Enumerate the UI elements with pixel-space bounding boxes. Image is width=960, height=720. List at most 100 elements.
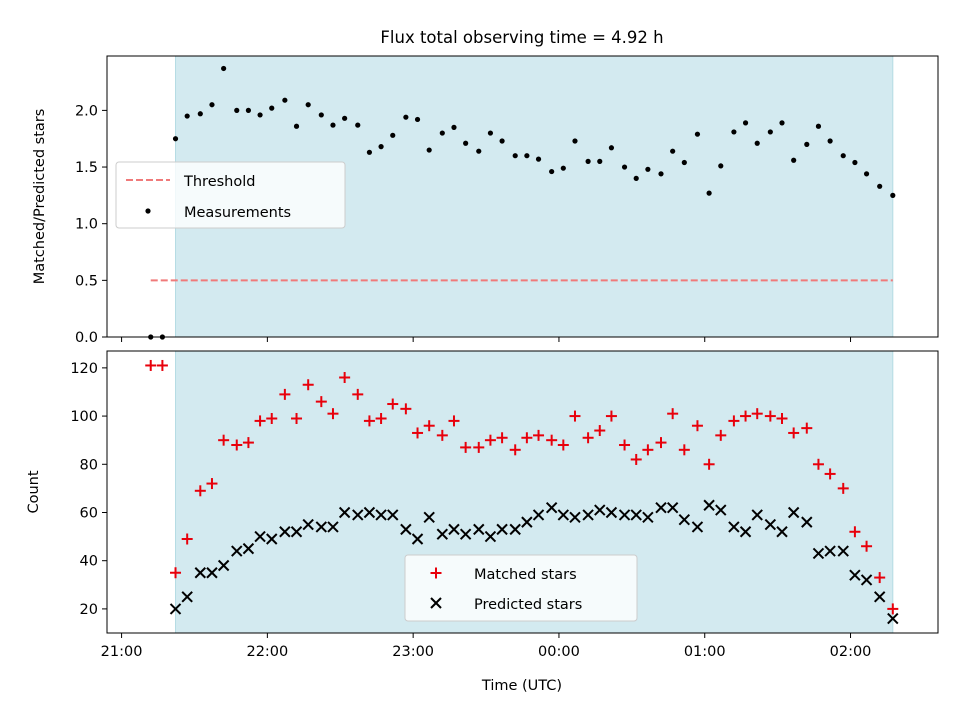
predicted-star-point bbox=[169, 603, 182, 615]
matched-star-point bbox=[557, 439, 569, 451]
matched-legend-marker bbox=[430, 567, 442, 579]
matched-star-point bbox=[703, 458, 715, 470]
measurements-legend-label: Measurements bbox=[184, 205, 291, 221]
matched-star-point bbox=[400, 403, 412, 415]
bottom-ytick-label: 80 bbox=[80, 457, 98, 473]
matched-star-point bbox=[887, 603, 899, 615]
measurement-point bbox=[767, 129, 773, 135]
predicted-star-point bbox=[363, 506, 376, 519]
measurement-point bbox=[779, 120, 785, 126]
matched-star-point bbox=[630, 453, 642, 465]
measurement-point bbox=[633, 175, 639, 181]
matched-star-point bbox=[436, 429, 448, 441]
matched-star-point bbox=[788, 427, 800, 439]
measurement-point bbox=[463, 140, 469, 146]
predicted-star-point bbox=[776, 526, 788, 538]
predicted-star-point bbox=[860, 574, 873, 586]
matched-star-point bbox=[327, 408, 339, 420]
matched-star-point bbox=[254, 415, 266, 427]
matched-star-point bbox=[242, 437, 254, 449]
predicted-legend-marker bbox=[430, 597, 442, 609]
measurement-point bbox=[863, 171, 870, 177]
measurement-point bbox=[742, 120, 749, 126]
predicted-star-point bbox=[400, 523, 412, 536]
predicted-star-point bbox=[873, 591, 886, 603]
predicted-star-point bbox=[217, 559, 230, 572]
bottom-xtick-label: 02:00 bbox=[830, 644, 872, 660]
bottom-xtick-label: 22:00 bbox=[246, 644, 288, 660]
predicted-star-point bbox=[411, 533, 424, 545]
predicted-star-point bbox=[739, 526, 752, 538]
bottom-xlabel: Time (UTC) bbox=[481, 678, 562, 694]
predicted-star-point bbox=[290, 526, 303, 538]
top-ytick-label: 2.0 bbox=[75, 103, 98, 119]
measurement-point bbox=[293, 123, 300, 129]
top-legend-box bbox=[115, 161, 346, 229]
predicted-star-point bbox=[630, 509, 642, 521]
matched-star-point bbox=[496, 432, 508, 444]
predicted-star-point bbox=[181, 591, 193, 603]
predicted-star-point bbox=[387, 509, 399, 521]
matched-star-point bbox=[861, 540, 873, 552]
predicted-star-point bbox=[605, 506, 618, 519]
measurement-point bbox=[840, 153, 846, 159]
predicted-star-point bbox=[824, 545, 836, 557]
measurement-point bbox=[172, 136, 179, 142]
matched-star-point bbox=[728, 415, 740, 427]
measurement-point bbox=[451, 124, 457, 130]
predicted-star-point bbox=[801, 516, 813, 528]
predicted-star-point bbox=[666, 501, 679, 514]
matched-star-point bbox=[412, 427, 424, 439]
matched-star-point bbox=[678, 444, 690, 456]
predicted-star-point bbox=[787, 506, 800, 519]
predicted-star-point bbox=[496, 523, 508, 536]
measurement-point bbox=[330, 122, 336, 128]
predicted-star-point bbox=[254, 530, 266, 543]
predicted-star-point bbox=[484, 530, 497, 543]
matched-star-point bbox=[484, 434, 496, 446]
matched-star-point bbox=[594, 425, 606, 437]
matched-star-point bbox=[279, 388, 291, 400]
matched-star-point bbox=[423, 420, 435, 432]
bottom-xtick-label: 21:00 bbox=[101, 644, 143, 660]
predicted-star-point bbox=[352, 509, 364, 521]
measurement-point bbox=[499, 138, 505, 144]
predicted-star-point bbox=[509, 523, 521, 536]
measurement-point bbox=[645, 166, 651, 172]
predicted-star-point bbox=[678, 514, 691, 526]
measurement-point bbox=[390, 132, 396, 138]
predicted-star-point bbox=[642, 511, 654, 524]
predicted-star-point bbox=[206, 567, 218, 579]
matched-star-point bbox=[194, 485, 206, 497]
predicted-star-point bbox=[545, 501, 558, 514]
measurement-point bbox=[877, 183, 883, 189]
matched-star-point bbox=[231, 439, 243, 451]
predicted-star-point bbox=[448, 523, 460, 536]
measurement-point bbox=[305, 102, 311, 108]
bottom-axes-frame bbox=[106, 350, 939, 634]
measurement-point bbox=[890, 192, 896, 198]
matched-star-point bbox=[751, 408, 763, 420]
measurement-point bbox=[378, 144, 384, 150]
top-legend: Threshold Measurements bbox=[115, 161, 346, 229]
measurement-point bbox=[184, 113, 190, 119]
matched-star-point bbox=[352, 388, 364, 400]
threshold-legend-label: Threshold bbox=[183, 174, 255, 190]
predicted-star-point bbox=[459, 528, 472, 540]
measurement-point bbox=[245, 107, 252, 113]
bottom-xtick-label: 01:00 bbox=[684, 644, 726, 660]
bottom-xtick-label: 00:00 bbox=[538, 644, 580, 660]
predicted-star-point bbox=[715, 504, 727, 516]
measurement-point bbox=[366, 149, 373, 155]
measurement-point bbox=[355, 122, 361, 128]
measurement-point bbox=[706, 190, 712, 196]
matched-star-point bbox=[740, 410, 752, 422]
measurement-point bbox=[257, 112, 263, 118]
measurement-point bbox=[731, 129, 737, 135]
measurement-point bbox=[282, 97, 288, 103]
matched-star-point bbox=[375, 412, 387, 424]
predicted-star-point bbox=[194, 567, 207, 579]
matched-star-point bbox=[521, 432, 533, 444]
bottom-legend-box bbox=[404, 554, 638, 622]
measurement-point bbox=[524, 153, 530, 159]
